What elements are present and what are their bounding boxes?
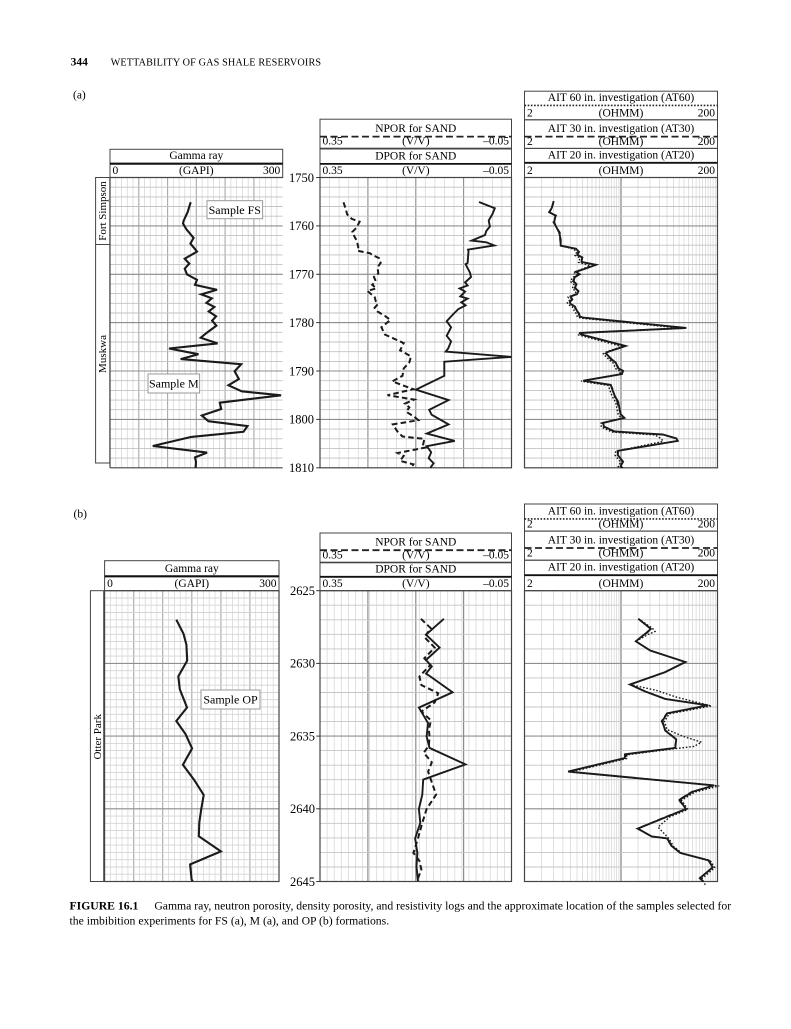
svg-text:–0.05: –0.05 [482, 136, 509, 148]
svg-text:DPOR for SAND: DPOR for SAND [375, 150, 456, 162]
svg-text:AIT 20 in. investigation (AT20: AIT 20 in. investigation (AT20) [548, 562, 695, 574]
svg-text:NPOR for SAND: NPOR for SAND [375, 537, 456, 549]
svg-text:2645: 2645 [290, 875, 315, 889]
svg-text:(OHMM): (OHMM) [599, 136, 644, 148]
svg-text:(V/V): (V/V) [402, 550, 430, 562]
svg-text:–0.05: –0.05 [482, 578, 509, 590]
svg-text:0.35: 0.35 [323, 550, 343, 562]
svg-text:AIT 30 in. investigation (AT30: AIT 30 in. investigation (AT30) [548, 535, 695, 547]
svg-text:300: 300 [263, 165, 281, 177]
svg-text:(OHMM): (OHMM) [599, 107, 644, 119]
svg-text:2635: 2635 [290, 729, 315, 743]
svg-text:2: 2 [527, 107, 533, 119]
svg-text:(OHMM): (OHMM) [599, 165, 644, 177]
svg-text:2: 2 [527, 548, 533, 560]
svg-text:1760: 1760 [289, 219, 314, 233]
svg-text:1790: 1790 [289, 364, 314, 378]
svg-text:Sample M: Sample M [149, 377, 199, 391]
svg-text:0.35: 0.35 [323, 165, 343, 177]
svg-text:2: 2 [527, 165, 533, 177]
svg-text:Otter Park: Otter Park [92, 714, 104, 760]
svg-text:–0.05: –0.05 [482, 165, 509, 177]
svg-text:Gamma ray: Gamma ray [169, 150, 223, 162]
svg-text:the imbibition experiments for: the imbibition experiments for FS (a), M… [70, 915, 390, 928]
svg-text:200: 200 [698, 519, 716, 531]
svg-text:1750: 1750 [289, 171, 314, 185]
svg-text:AIT 60 in. investigation (AT60: AIT 60 in. investigation (AT60) [548, 505, 695, 517]
svg-text:Gamma ray: Gamma ray [165, 563, 219, 575]
svg-text:0.35: 0.35 [323, 578, 343, 590]
svg-text:1780: 1780 [289, 316, 314, 330]
svg-text:Muskwa: Muskwa [97, 335, 109, 373]
svg-text:Sample FS: Sample FS [209, 203, 261, 217]
svg-text:2: 2 [527, 136, 533, 148]
svg-text:Fort Simpson: Fort Simpson [97, 181, 109, 241]
svg-text:2630: 2630 [290, 657, 315, 671]
svg-text:(a): (a) [73, 90, 86, 102]
svg-text:1800: 1800 [289, 413, 314, 427]
svg-text:AIT 30 in. investigation (AT30: AIT 30 in. investigation (AT30) [548, 123, 695, 135]
svg-text:2625: 2625 [290, 584, 315, 598]
svg-text:(GAPI): (GAPI) [179, 165, 214, 177]
svg-text:–0.05: –0.05 [482, 550, 509, 562]
svg-text:1770: 1770 [289, 268, 314, 282]
svg-text:WETTABILITY OF GAS SHALE RESER: WETTABILITY OF GAS SHALE RESERVOIRS [111, 57, 322, 68]
svg-text:DPOR for SAND: DPOR for SAND [375, 563, 456, 575]
svg-text:2: 2 [527, 519, 533, 531]
svg-text:0: 0 [113, 165, 119, 177]
svg-text:1810: 1810 [289, 461, 314, 475]
svg-text:(OHMM): (OHMM) [599, 519, 644, 531]
svg-text:300: 300 [259, 578, 277, 590]
svg-text:(V/V): (V/V) [402, 578, 430, 590]
svg-text:(b): (b) [74, 509, 88, 521]
svg-text:(V/V): (V/V) [402, 136, 430, 148]
svg-text:AIT 20 in. investigation (AT20: AIT 20 in. investigation (AT20) [548, 149, 695, 161]
svg-text:NPOR for SAND: NPOR for SAND [375, 123, 456, 135]
svg-text:344: 344 [71, 56, 89, 68]
svg-text:(OHMM): (OHMM) [599, 578, 644, 590]
svg-text:2640: 2640 [290, 802, 315, 816]
svg-text:(OHMM): (OHMM) [599, 548, 644, 560]
svg-text:(GAPI): (GAPI) [175, 578, 210, 590]
svg-text:2: 2 [527, 578, 533, 590]
svg-text:(V/V): (V/V) [402, 165, 430, 177]
svg-text:200: 200 [698, 578, 716, 590]
svg-text:0.35: 0.35 [323, 136, 343, 148]
svg-text:0: 0 [107, 578, 113, 590]
svg-text:200: 200 [698, 548, 716, 560]
svg-text:Sample OP: Sample OP [203, 693, 258, 707]
svg-text:AIT 60 in. investigation (AT60: AIT 60 in. investigation (AT60) [548, 92, 695, 104]
svg-text:200: 200 [698, 136, 716, 148]
svg-text:200: 200 [698, 165, 716, 177]
svg-text:200: 200 [698, 107, 716, 119]
